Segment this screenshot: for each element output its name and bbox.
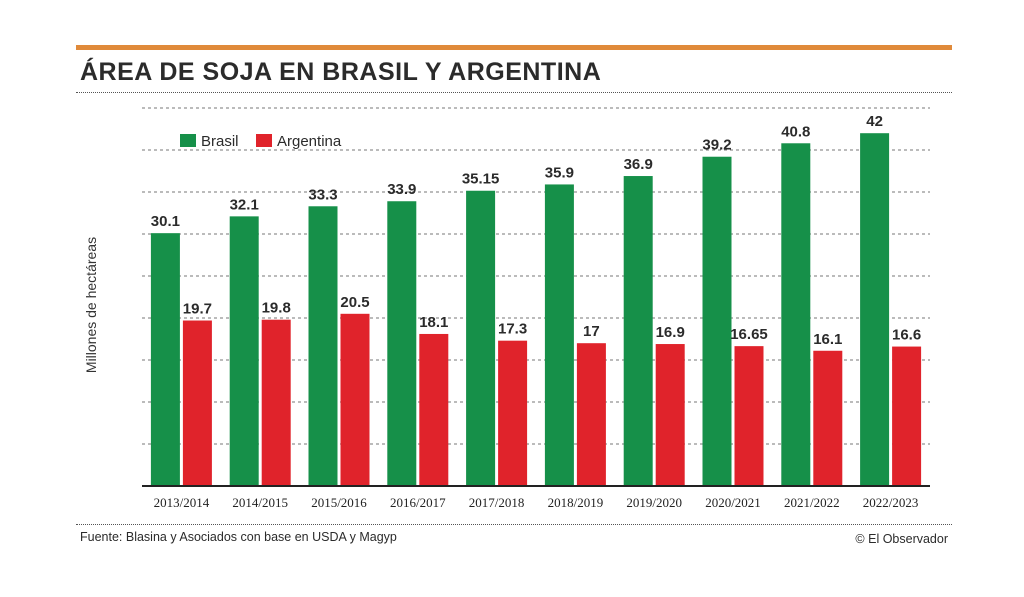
- x-tick-label: 2020/2021: [705, 495, 761, 510]
- bar-argentina-2020/2021: [734, 346, 764, 486]
- value-labels: 30.1 19.7 32.1 19.8 33.3 20.5 33.9 18.1 35.15 17.…: [151, 113, 921, 348]
- bar-brasil-2014/2015: [229, 216, 259, 487]
- x-tick-label: 2022/2023: [863, 495, 919, 510]
- value-label-brasil: 30.1: [151, 213, 180, 230]
- bar-argentina-2014/2015: [261, 319, 291, 486]
- x-tick-label: 2016/2017: [390, 495, 446, 510]
- bar-brasil-2015/2016: [308, 206, 338, 486]
- top-accent-rule: [76, 45, 952, 50]
- value-label-brasil: 35.15: [462, 171, 500, 188]
- bars: [150, 133, 922, 487]
- legend-swatch-brasil: [180, 134, 196, 147]
- value-label-brasil: 33.9: [387, 181, 416, 198]
- legend-swatch-argentina: [256, 134, 272, 147]
- value-label-brasil: 40.8: [781, 123, 810, 140]
- y-axis-label: Millones de hectáreas: [83, 237, 99, 373]
- value-label-brasil: 35.9: [545, 164, 574, 181]
- value-label-brasil: 39.2: [702, 137, 731, 154]
- x-tick-label: 2013/2014: [154, 495, 210, 510]
- x-tick-label: 2021/2022: [784, 495, 840, 510]
- bar-argentina-2013/2014: [182, 320, 212, 486]
- bar-brasil-2020/2021: [702, 156, 732, 486]
- legend: Brasil Argentina: [180, 133, 342, 150]
- value-label-argentina: 18.1: [419, 314, 448, 331]
- bar-brasil-2019/2020: [623, 176, 653, 487]
- value-label-brasil: 33.3: [308, 186, 337, 203]
- bar-argentina-2017/2018: [498, 340, 528, 486]
- legend-label-brasil: Brasil: [201, 133, 239, 150]
- x-tick-label: 2018/2019: [548, 495, 604, 510]
- value-label-argentina: 20.5: [340, 294, 369, 311]
- grid-lines: [142, 107, 930, 445]
- x-tick-label: 2017/2018: [469, 495, 525, 510]
- bar-brasil-2018/2019: [544, 184, 574, 486]
- x-tick-label: 2019/2020: [626, 495, 682, 510]
- x-tick-label: 2015/2016: [311, 495, 367, 510]
- source-note: Fuente: Blasina y Asociados con base en …: [80, 530, 397, 544]
- bar-argentina-2016/2017: [419, 333, 449, 486]
- chart-title: ÁREA DE SOJA EN BRASIL Y ARGENTINA: [80, 58, 602, 86]
- bar-brasil-2017/2018: [466, 190, 496, 487]
- value-label-argentina: 16.9: [656, 324, 685, 341]
- value-label-argentina: 19.8: [262, 300, 291, 317]
- bar-argentina-2015/2016: [340, 313, 370, 486]
- bar-argentina-2018/2019: [576, 343, 606, 486]
- legend-label-argentina: Argentina: [277, 133, 342, 150]
- x-tick-labels: 2013/2014 2014/2015 2015/2016 2016/2017 2017…: [154, 495, 919, 510]
- value-label-brasil: 36.9: [624, 156, 653, 173]
- value-label-argentina: 16.1: [813, 331, 842, 348]
- bar-argentina-2021/2022: [813, 350, 843, 486]
- value-label-argentina: 19.7: [183, 301, 212, 318]
- bar-brasil-2022/2023: [860, 133, 890, 486]
- value-label-argentina: 17: [583, 323, 600, 340]
- value-label-brasil: 32.1: [230, 196, 259, 213]
- bar-brasil-2021/2022: [781, 143, 811, 486]
- bar-argentina-2019/2020: [655, 344, 685, 486]
- value-label-argentina: 16.65: [730, 326, 768, 343]
- title-divider: [76, 92, 952, 93]
- credit-note: © El Observador: [855, 532, 948, 546]
- value-label-brasil: 42: [866, 113, 883, 130]
- value-label-argentina: 16.6: [892, 327, 921, 344]
- x-tick-label: 2014/2015: [232, 495, 288, 510]
- bar-brasil-2016/2017: [387, 201, 417, 487]
- bar-brasil-2013/2014: [150, 233, 180, 486]
- footer-divider: [76, 524, 952, 525]
- value-label-argentina: 17.3: [498, 321, 527, 338]
- bar-argentina-2022/2023: [892, 346, 922, 486]
